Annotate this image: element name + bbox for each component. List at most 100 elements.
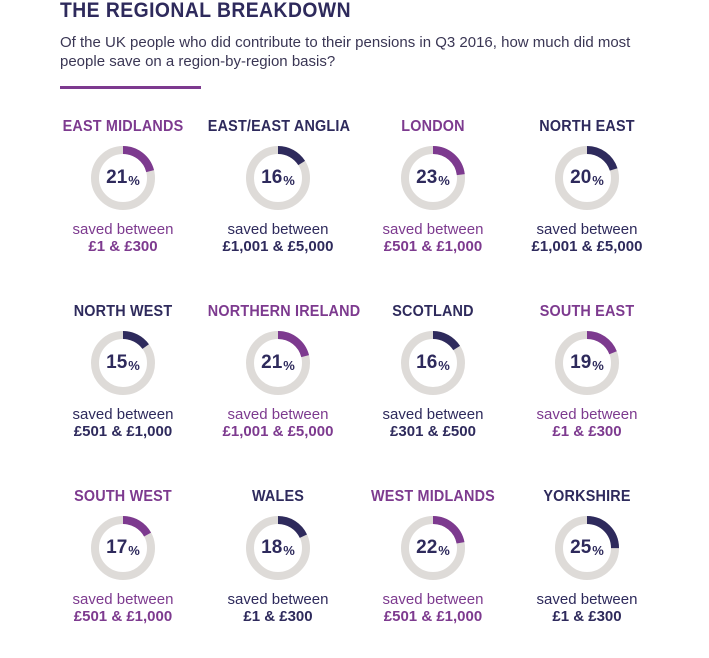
donut-value-arc — [91, 146, 155, 210]
donut-chart: 21% — [244, 329, 312, 397]
percent-label: 23% — [399, 144, 467, 212]
percent-unit: % — [283, 357, 295, 373]
donut-value-arc — [91, 331, 155, 395]
saved-between-label: saved between — [72, 406, 174, 423]
saved-between-label: saved between — [227, 591, 329, 608]
region-card: LONDON 23% saved between £501 & £1,000 — [355, 118, 511, 288]
region-card: WALES 18% saved between £1 & £300 — [200, 488, 356, 658]
donut-chart: 15% — [89, 329, 157, 397]
percent-unit: % — [128, 542, 140, 558]
percent-unit: % — [128, 172, 140, 188]
amount-range: £501 & £1,000 — [73, 608, 173, 625]
saved-between-label: saved between — [72, 591, 174, 608]
saved-between-label: saved between — [227, 406, 329, 423]
percent-value: 15 — [106, 352, 128, 373]
donut-chart: 19% — [553, 329, 621, 397]
regional-donut-grid: EAST MIDLANDS 21% saved between £1 & £300 EA… — [45, 118, 665, 625]
amount-range: £501 & £1,000 — [383, 608, 483, 625]
saved-between-label: saved between — [536, 221, 638, 238]
percent-label: 19% — [553, 329, 621, 397]
percent-unit: % — [438, 172, 450, 188]
donut-value-arc — [401, 146, 465, 210]
region-card: NORTHERN IRELAND 21% saved between £1,001 &… — [200, 303, 361, 473]
region-name: WALES — [251, 488, 305, 505]
amount-range: £301 & £500 — [390, 423, 476, 440]
region-name: WEST MIDLANDS — [371, 488, 495, 505]
region-name: SCOTLAND — [392, 303, 474, 320]
donut-chart: 16% — [244, 144, 312, 212]
donut-value-arc — [555, 146, 619, 210]
percent-value: 25 — [570, 537, 592, 558]
saved-between-label: saved between — [536, 406, 638, 423]
donut-value-arc — [91, 516, 155, 580]
region-card: SOUTH EAST 19% saved between £1 & £300 — [509, 303, 665, 473]
donut-chart: 25% — [553, 514, 621, 582]
page-title: THE REGIONAL BREAKDOWN — [60, 0, 351, 22]
percent-unit: % — [283, 172, 295, 188]
amount-range: £1,001 & £5,000 — [222, 238, 334, 255]
percent-label: 15% — [89, 329, 157, 397]
percent-value: 21 — [261, 352, 283, 373]
percent-label: 16% — [244, 144, 312, 212]
percent-value: 16 — [261, 167, 283, 188]
saved-between-label: saved between — [72, 221, 174, 238]
donut-chart: 22% — [399, 514, 467, 582]
region-name: NORTHERN IRELAND — [207, 303, 361, 320]
percent-unit: % — [438, 357, 450, 373]
region-name: EAST MIDLANDS — [62, 118, 184, 135]
amount-range: £501 & £1,000 — [73, 423, 173, 440]
percent-label: 21% — [244, 329, 312, 397]
region-card: WEST MIDLANDS 22% saved between £501 & £1,0… — [355, 488, 511, 658]
saved-between-label: saved between — [382, 221, 484, 238]
donut-value-arc — [246, 146, 310, 210]
region-card: YORKSHIRE 25% saved between £1 & £300 — [509, 488, 665, 658]
percent-label: 20% — [553, 144, 621, 212]
saved-between-label: saved between — [382, 406, 484, 423]
donut-value-arc — [401, 331, 465, 395]
amount-range: £1,001 & £5,000 — [531, 238, 643, 255]
region-name: YORKSHIRE — [543, 488, 631, 505]
percent-label: 18% — [244, 514, 312, 582]
percent-unit: % — [592, 172, 604, 188]
percent-unit: % — [283, 542, 295, 558]
region-name: LONDON — [401, 118, 465, 135]
region-card: NORTH WEST 15% saved between £501 & £1,000 — [45, 303, 201, 473]
percent-value: 16 — [416, 352, 438, 373]
donut-chart: 18% — [244, 514, 312, 582]
percent-unit: % — [128, 357, 140, 373]
percent-unit: % — [592, 542, 604, 558]
amount-range: £1 & £300 — [243, 608, 313, 625]
percent-value: 20 — [570, 167, 592, 188]
percent-unit: % — [438, 542, 450, 558]
region-name: SOUTH EAST — [539, 303, 635, 320]
region-name: SOUTH WEST — [74, 488, 172, 505]
donut-chart: 20% — [553, 144, 621, 212]
donut-chart: 17% — [89, 514, 157, 582]
percent-label: 17% — [89, 514, 157, 582]
saved-between-label: saved between — [382, 591, 484, 608]
region-name: NORTH WEST — [73, 303, 173, 320]
region-card: EAST/EAST ANGLIA 16% saved between £1,001 &… — [200, 118, 356, 288]
donut-chart: 23% — [399, 144, 467, 212]
amount-range: £1 & £300 — [552, 423, 622, 440]
page-subtitle: Of the UK people who did contribute to t… — [60, 34, 631, 70]
donut-value-arc — [246, 331, 310, 395]
amount-range: £1 & £300 — [552, 608, 622, 625]
percent-value: 23 — [416, 167, 438, 188]
percent-unit: % — [592, 357, 604, 373]
percent-value: 19 — [570, 352, 592, 373]
percent-label: 16% — [399, 329, 467, 397]
amount-range: £1 & £300 — [88, 238, 158, 255]
region-card: SOUTH WEST 17% saved between £501 & £1,000 — [45, 488, 201, 658]
donut-value-arc — [401, 516, 465, 580]
percent-value: 17 — [106, 537, 128, 558]
region-card: NORTH EAST 20% saved between £1,001 & £5,00… — [509, 118, 665, 288]
donut-value-arc — [555, 516, 619, 580]
percent-value: 22 — [416, 537, 438, 558]
saved-between-label: saved between — [536, 591, 638, 608]
percent-label: 21% — [89, 144, 157, 212]
saved-between-label: saved between — [227, 221, 329, 238]
amount-range: £501 & £1,000 — [383, 238, 483, 255]
donut-value-arc — [555, 331, 619, 395]
region-card: EAST MIDLANDS 21% saved between £1 & £300 — [45, 118, 201, 288]
